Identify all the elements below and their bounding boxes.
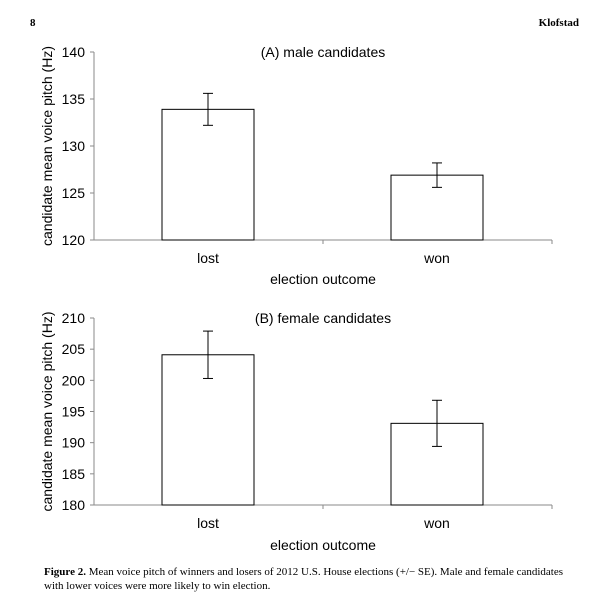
- chart-title: (A) male candidates: [261, 44, 386, 60]
- page-number: 8: [30, 17, 36, 29]
- chart-female-candidates: 180 185 190 195 200 205 210 lost won (B) female c…: [39, 310, 553, 553]
- y-axis-label: candidate mean voice pitch (Hz): [39, 46, 55, 246]
- y-tick-label: 200: [62, 372, 86, 388]
- x-axis-label: election outcome: [270, 271, 376, 287]
- category-label: lost: [197, 250, 219, 266]
- chart-male-candidates: 120 125 130 135 140 lost won (A) male candidate…: [39, 44, 553, 287]
- y-tick-label: 180: [62, 497, 86, 513]
- y-tick-label: 125: [62, 185, 86, 201]
- y-tick-label: 185: [62, 466, 86, 482]
- y-tick-label: 190: [62, 435, 86, 451]
- caption-label: Figure 2.: [44, 566, 86, 578]
- bar-lost: [161, 354, 255, 506]
- y-axis-label: candidate mean voice pitch (Hz): [39, 312, 55, 512]
- y-tick-label: 130: [62, 138, 86, 154]
- category-label: lost: [197, 515, 219, 531]
- running-head: Klofstad: [538, 17, 579, 29]
- y-tick-label: 210: [62, 310, 86, 326]
- y-tick-label: 195: [62, 404, 86, 420]
- caption-text: Mean voice pitch of winners and losers o…: [44, 566, 563, 592]
- figure-caption: Figure 2. Mean voice pitch of winners an…: [44, 565, 569, 593]
- x-axis-label: election outcome: [270, 537, 376, 553]
- y-tick-label: 205: [62, 341, 86, 357]
- y-tick-label: 135: [62, 91, 86, 107]
- category-label: won: [423, 250, 450, 266]
- chart-title: (B) female candidates: [255, 310, 391, 326]
- y-tick-label: 140: [62, 44, 86, 60]
- bar-lost: [161, 108, 255, 241]
- category-label: won: [423, 515, 450, 531]
- y-tick-label: 120: [62, 232, 86, 248]
